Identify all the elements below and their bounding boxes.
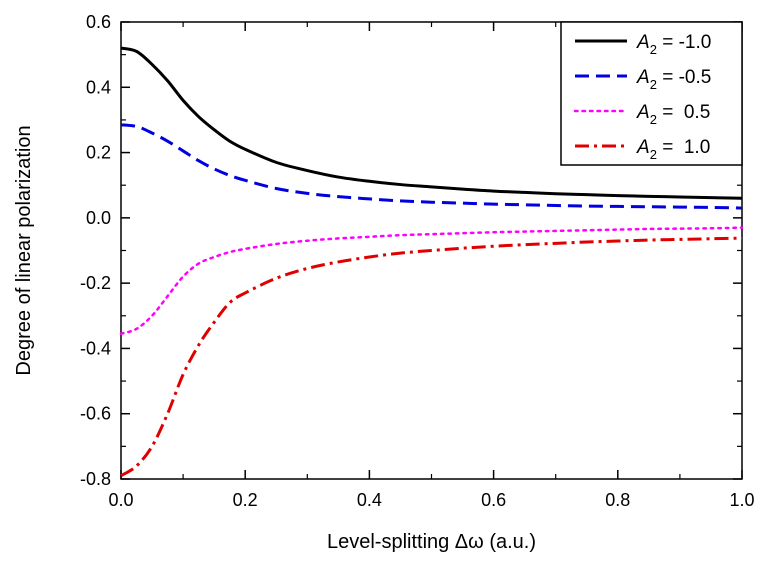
y-tick-label: -0.2 xyxy=(80,273,111,293)
legend-sub: 2 xyxy=(650,77,657,92)
legend-sub: 2 xyxy=(650,42,657,57)
series-line-1 xyxy=(120,123,743,210)
legend-label-1: A2 = -0.5 xyxy=(636,67,711,92)
legend-var: A xyxy=(636,102,650,123)
legend-box xyxy=(560,21,743,166)
legend-var: A xyxy=(636,67,650,88)
legend-sub: 2 xyxy=(650,112,657,127)
legend-label-0: A2 = -1.0 xyxy=(636,32,711,57)
y-tick-label: -0.6 xyxy=(80,404,111,424)
legend-var: A xyxy=(636,32,650,53)
x-tick-label: 0.8 xyxy=(605,490,630,510)
legend-label-3: A2 = 1.0 xyxy=(636,137,710,162)
y-tick-label: -0.4 xyxy=(80,338,111,358)
y-tick-label: 0.0 xyxy=(86,208,111,228)
y-tick-label: 0.2 xyxy=(86,143,111,163)
y-tick-label: -0.8 xyxy=(80,469,111,489)
legend-value: = -1.0 xyxy=(657,32,711,53)
legend: A2 = -1.0A2 = -0.5A2 = 0.5A2 = 1.0 xyxy=(560,21,743,166)
series-line-3 xyxy=(120,236,743,478)
x-tick-label: 0.0 xyxy=(108,490,133,510)
series-line-2 xyxy=(119,226,744,335)
legend-value: = 0.5 xyxy=(657,102,710,123)
x-tick-label: 0.2 xyxy=(233,490,258,510)
legend-var: A xyxy=(636,137,650,158)
series-line-0 xyxy=(120,46,743,200)
y-tick-label: 0.6 xyxy=(86,12,111,32)
x-tick-label: 1.0 xyxy=(729,490,754,510)
legend-sub: 2 xyxy=(650,147,657,162)
legend-label-2: A2 = 0.5 xyxy=(636,102,710,127)
x-tick-label: 0.4 xyxy=(357,490,382,510)
y-tick-label: 0.4 xyxy=(86,77,111,97)
x-axis-ticks: 0.0 0.2 0.4 0.6 0.8 1.0 xyxy=(108,22,755,510)
series-lines xyxy=(119,46,744,478)
legend-value: = -0.5 xyxy=(657,67,711,88)
x-tick-label: 0.6 xyxy=(481,490,506,510)
y-axis-label: Degree of linear polarization xyxy=(13,125,35,375)
y-axis-ticks: 0.6 0.4 0.2 0.0 -0.2 -0.4 -0.6 -0.8 xyxy=(80,12,742,489)
x-axis-label: Level-splitting Δω (a.u.) xyxy=(327,531,536,553)
legend-value: = 1.0 xyxy=(657,137,710,158)
